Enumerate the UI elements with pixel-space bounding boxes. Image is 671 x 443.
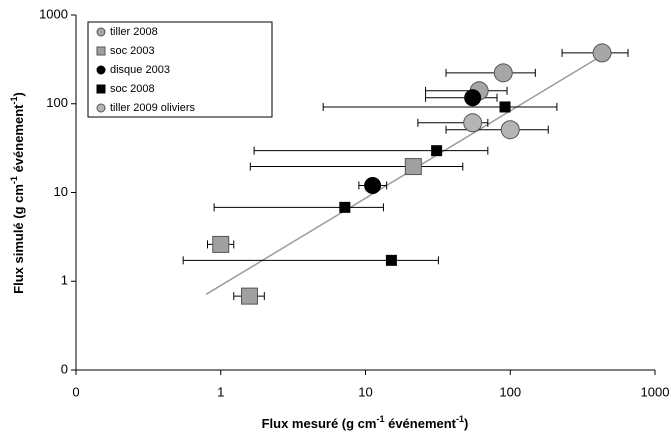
legend-label: tiller 2009 oliviers: [110, 102, 195, 114]
superscript: -1: [9, 96, 19, 104]
marker: [96, 27, 106, 37]
y-tick-label: 1: [61, 273, 68, 288]
y-tick-label: 1000: [39, 6, 68, 21]
marker: [96, 46, 106, 56]
superscript: -1: [456, 414, 464, 424]
label-part: événement: [11, 104, 26, 176]
superscript: -1: [376, 414, 384, 424]
x-tick-label: 100: [499, 384, 521, 399]
marker: [464, 89, 482, 107]
x-tick-label: 0: [72, 384, 79, 399]
label-part: événement: [384, 416, 456, 431]
label-part: ): [464, 416, 468, 431]
label-part: Flux mesuré (g cm: [262, 416, 377, 431]
legend-label: soc 2008: [110, 83, 155, 95]
marker: [431, 145, 443, 157]
marker: [592, 43, 612, 63]
legend-label: disque 2003: [110, 64, 170, 76]
y-tick-label: 100: [46, 95, 68, 110]
xlabel-label: Flux mesuré (g cm-1 événement-1): [262, 414, 469, 431]
ylabel-label: Flux simulé (g cm-1 événement-1): [9, 92, 26, 294]
y-tick-label: 0: [61, 361, 68, 376]
marker: [500, 120, 520, 140]
legend-box: [87, 21, 273, 118]
superscript: -1: [9, 176, 19, 184]
label-part: ): [11, 92, 26, 96]
marker: [463, 113, 483, 133]
x-tick-label: 1: [217, 384, 224, 399]
marker: [96, 84, 106, 94]
trendline: [205, 54, 604, 296]
marker: [96, 65, 106, 75]
marker: [339, 201, 351, 213]
y-tick-label: 10: [54, 184, 68, 199]
legend-label: tiller 2008: [110, 26, 158, 38]
marker: [499, 101, 511, 113]
marker: [96, 103, 106, 113]
marker: [212, 235, 230, 253]
marker: [493, 63, 513, 83]
x-tick-label: 1000: [641, 384, 670, 399]
marker: [241, 287, 259, 305]
legend-label: soc 2003: [110, 45, 155, 57]
x-tick-label: 10: [358, 384, 372, 399]
label-part: Flux simulé (g cm: [11, 184, 26, 294]
marker: [385, 254, 397, 266]
marker: [364, 176, 382, 194]
marker: [404, 158, 422, 176]
